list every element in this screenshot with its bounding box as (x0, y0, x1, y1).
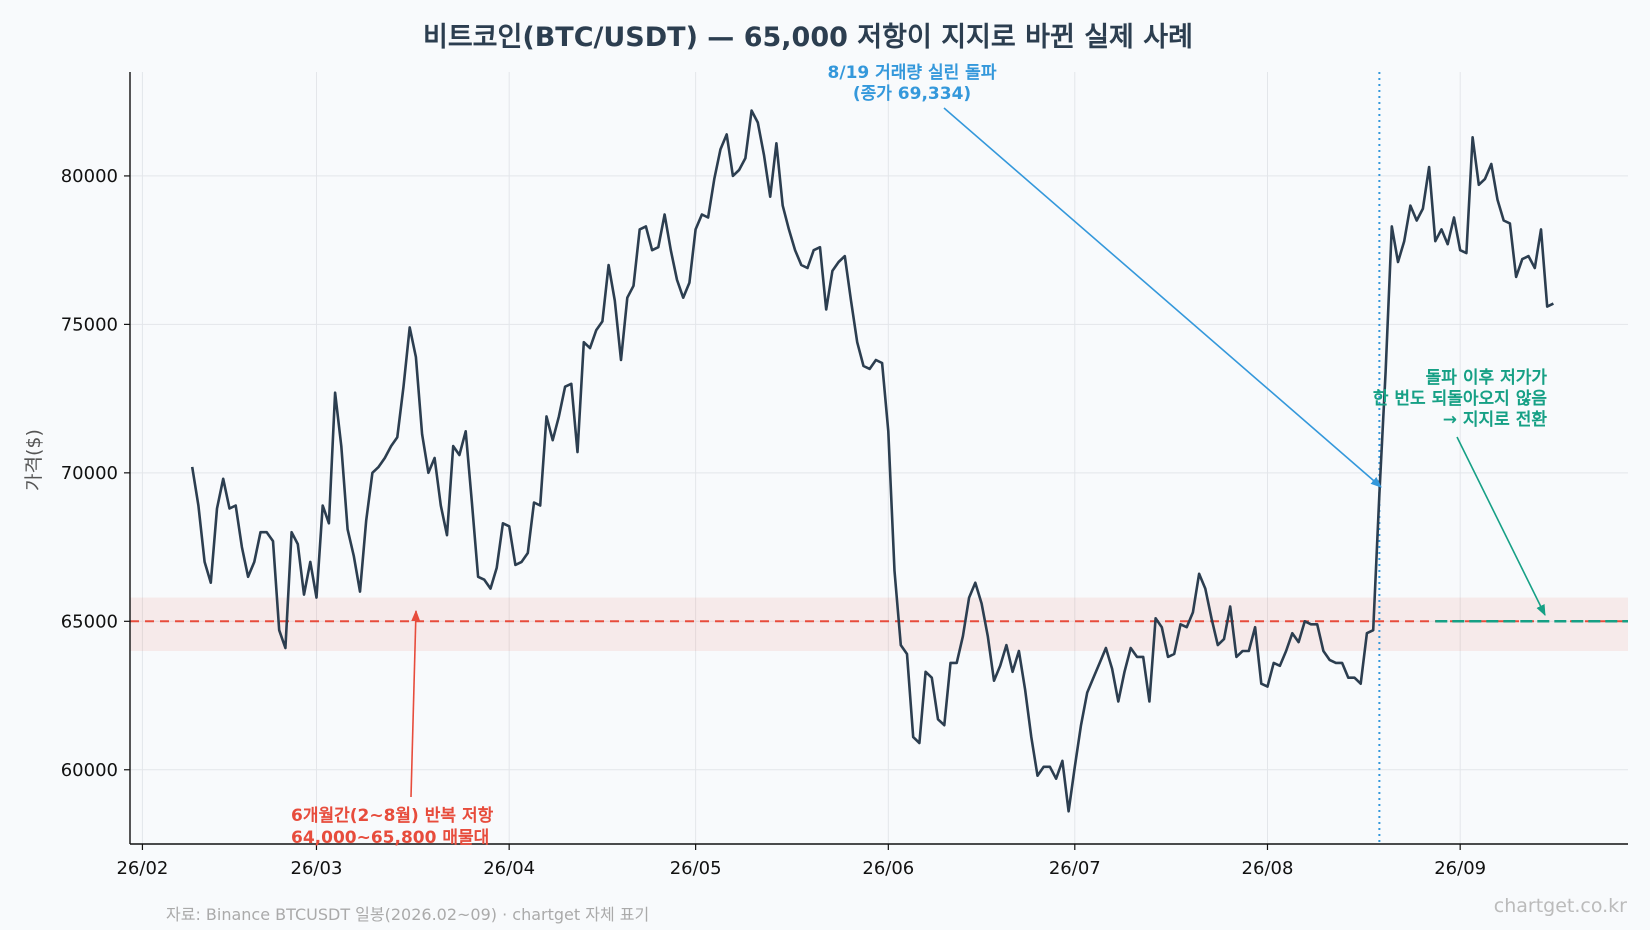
x-tick-label: 26/07 (1049, 858, 1101, 879)
chart-title: 비트코인(BTC/USDT) — 65,000 저항이 지지로 바뀐 실제 사례 (423, 22, 1193, 53)
resistance-annotation-line2: 64,000~65,800 매물대 (291, 828, 489, 848)
x-tick-label: 26/09 (1434, 858, 1486, 879)
support-annotation-line2: 한 번도 되돌아오지 않음 (1373, 389, 1548, 409)
breakout-annotation-arrow (943, 107, 1382, 488)
grid (130, 72, 1628, 844)
price-series-line (190, 109, 1554, 813)
y-axis-label: 가격($) (23, 429, 45, 491)
x-axis-ticks: 26/02 26/03 26/04 26/05 26/06 26/07 26/08 26/09 (116, 844, 1486, 879)
x-tick-label: 26/03 (291, 858, 343, 879)
y-tick-label: 75000 (61, 314, 118, 335)
resistance-annotation-line1: 6개월간(2~8월) 반복 저항 (291, 805, 494, 826)
support-annotation-arrow (1456, 436, 1546, 617)
x-tick-label: 26/05 (670, 858, 722, 879)
y-tick-label: 65000 (61, 611, 118, 632)
y-tick-label: 80000 (61, 166, 118, 187)
brand-watermark: chartget.co.kr (1494, 895, 1627, 917)
support-annotation-line1: 돌파 이후 저가가 (1426, 367, 1548, 388)
source-note: 자료: Binance BTCUSDT 일봉(2026.02~09) · cha… (166, 905, 649, 924)
y-tick-label: 60000 (61, 760, 118, 781)
breakout-annotation-line1: 8/19 거래량 실린 돌파 (828, 63, 997, 83)
breakout-annotation-line2: (종가 69,334) (853, 84, 971, 104)
y-tick-label: 70000 (61, 463, 118, 484)
resistance-band (130, 597, 1628, 651)
x-tick-label: 26/06 (862, 858, 914, 879)
x-tick-label: 26/08 (1242, 858, 1294, 879)
axes (129, 72, 1628, 845)
x-tick-label: 26/04 (483, 858, 535, 879)
support-annotation-line3: → 지지로 전환 (1443, 410, 1548, 430)
resistance-annotation-arrow (410, 609, 421, 798)
x-tick-label: 26/02 (116, 858, 168, 879)
y-axis-ticks: 60000 65000 70000 75000 80000 (61, 166, 130, 781)
